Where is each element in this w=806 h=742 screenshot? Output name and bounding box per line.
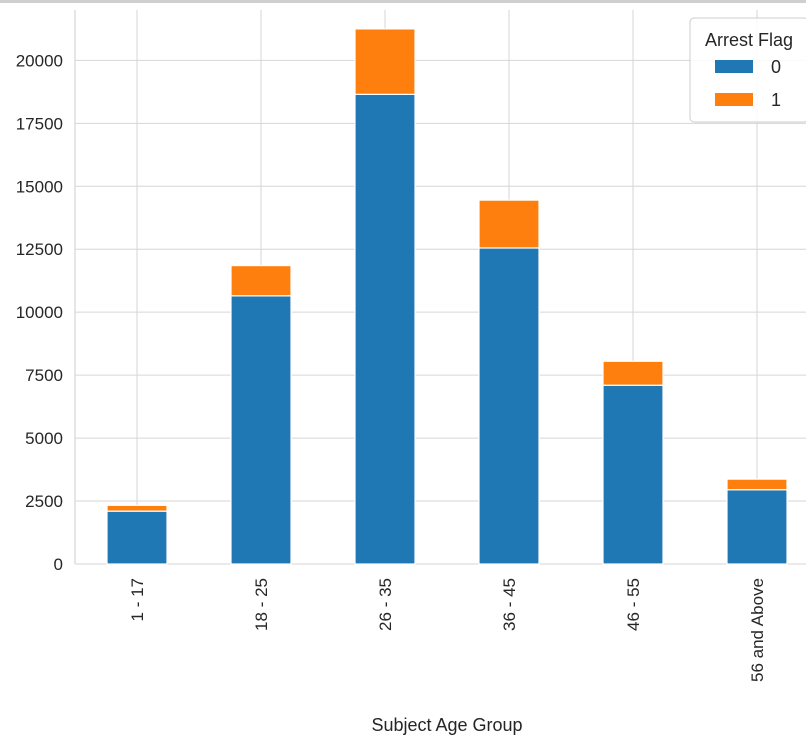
y-tick-label-3: 7500 — [25, 366, 63, 385]
y-axis-ticks: 0 2500 5000 7500 10000 12500 15000 17500 20000 — [16, 51, 63, 574]
bar-18-25-series-0 — [230, 295, 292, 565]
legend-title: Arrest Flag — [705, 30, 793, 50]
y-tick-label-1: 2500 — [25, 492, 63, 511]
x-tick-label-5: 56 and Above — [748, 578, 767, 682]
y-tick-label-5: 12500 — [16, 240, 63, 259]
y-tick-label-7: 17500 — [16, 114, 63, 133]
bar-56andAbove-series-0 — [726, 489, 788, 565]
bar-1-17-series-1 — [106, 504, 168, 512]
bar-1-17-series-0 — [106, 510, 168, 565]
y-tick-label-6: 15000 — [16, 177, 63, 196]
x-tick-label-4: 46 - 55 — [624, 578, 643, 631]
bar-46-55-series-0 — [602, 384, 664, 565]
bar-36-45-series-0 — [478, 247, 540, 565]
x-tick-label-3: 36 - 45 — [500, 578, 519, 631]
x-axis-label: Subject Age Group — [371, 715, 522, 735]
y-tick-label-4: 10000 — [16, 303, 63, 322]
bar-26-35-series-0 — [354, 93, 416, 565]
legend: Arrest Flag 0 1 — [689, 17, 806, 123]
x-tick-label-2: 26 - 35 — [376, 578, 395, 631]
legend-swatch-1 — [715, 93, 753, 106]
legend-entry-0: 0 — [771, 57, 781, 77]
y-tick-label-2: 5000 — [25, 429, 63, 448]
bar-26-35-series-1 — [354, 28, 416, 95]
x-tick-label-1: 18 - 25 — [252, 578, 271, 631]
top-border — [0, 0, 806, 3]
bars — [106, 28, 788, 565]
bar-56andAbove-series-1 — [726, 478, 788, 491]
y-tick-label-0: 0 — [54, 555, 63, 574]
bar-18-25-series-1 — [230, 264, 292, 297]
bar-46-55-series-1 — [602, 360, 664, 386]
bar-36-45-series-1 — [478, 199, 540, 249]
legend-entry-1: 1 — [771, 90, 781, 110]
legend-swatch-0 — [715, 60, 753, 73]
x-axis-ticks: 1 - 17 18 - 25 26 - 35 36 - 45 46 - 55 56 and… — [128, 578, 767, 682]
y-tick-label-8: 20000 — [16, 51, 63, 70]
x-tick-label-0: 1 - 17 — [128, 578, 147, 621]
